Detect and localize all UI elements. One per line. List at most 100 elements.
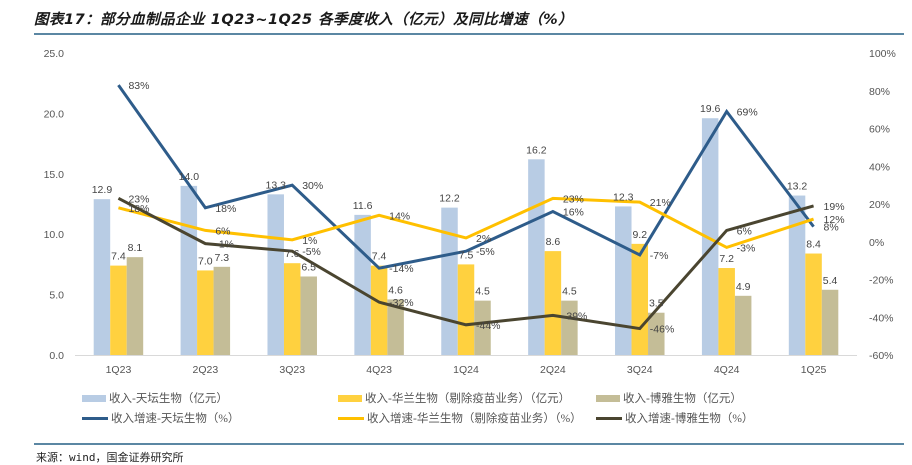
left-axis-tick-label: 15.0	[44, 169, 65, 181]
left-axis-tick-label: 0.0	[49, 350, 64, 362]
bar-tiantan-revenue	[788, 195, 806, 355]
lines-layer	[117, 84, 815, 331]
legend-row-lines: 收入增速-天坛生物（%） 收入增速-华兰生物（剔除疫苗业务）（%） 收入增速-博…	[82, 408, 882, 428]
line-tiantan-growth-label: 30%	[302, 180, 323, 192]
source-note: 来源：wind，国金证券研究所	[36, 451, 184, 464]
bar-boya-revenue	[648, 312, 665, 355]
bar-tiantan-revenue	[354, 214, 371, 355]
bar-hualan-revenue-label: 9.2	[632, 229, 647, 241]
line-tiantan-growth-label: 16%	[563, 207, 584, 219]
line-tiantan-growth-label: 18%	[215, 203, 236, 215]
line-tiantan-growth-label: -14%	[389, 263, 414, 275]
line-hualan-growth-label: 2%	[476, 233, 491, 245]
bar-hualan-revenue	[110, 265, 127, 355]
legend-item-tiantan-revenue: 收入-天坛生物（亿元）	[82, 390, 338, 406]
line-tiantan-growth-label: 83%	[128, 80, 149, 92]
x-axis-tick-label: 1Q24	[453, 364, 479, 376]
line-hualan-growth-label: 23%	[563, 193, 584, 205]
bar-boya-revenue	[474, 300, 491, 355]
left-axis-tick-label: 10.0	[44, 229, 65, 241]
axes-layer: 0.0 5.0 10.0 15.0 20.0 25.0 -60% -40% -20% 0% 20% 4…	[44, 48, 896, 376]
right-axis-tick-label: 80%	[869, 86, 890, 98]
left-axis-tick-label: 20.0	[44, 108, 65, 120]
legend-swatch-boya-growth	[596, 416, 622, 420]
bar-tiantan-revenue	[701, 118, 719, 356]
legend-label: 收入-华兰生物（剔除疫苗业务）（亿元）	[365, 393, 571, 405]
bar-tiantan-revenue	[615, 206, 632, 355]
legend-item-tiantan-growth: 收入增速-天坛生物（%）	[82, 410, 338, 426]
bar-tiantan-revenue-label: 12.3	[613, 191, 634, 203]
chart-legend: 收入-天坛生物（亿元） 收入-华兰生物（剔除疫苗业务）（亿元） 收入-博雅生物（…	[82, 388, 882, 428]
legend-swatch-hualan-growth	[338, 416, 364, 420]
line-hualan-growth-label: 14%	[389, 210, 410, 222]
right-axis-tick-label: 0%	[869, 237, 884, 249]
combo-chart: 0.0 5.0 10.0 15.0 20.0 25.0 -60% -40% -20% 0% 20% 4…	[44, 48, 896, 376]
line-tiantan-growth-label: 8%	[824, 222, 839, 234]
bar-tiantan-revenue-label: 13.3	[266, 179, 287, 191]
right-axis-tick-label: -40%	[869, 312, 894, 324]
bar-boya-revenue	[126, 257, 144, 355]
line-hualan-growth-label: 6%	[215, 225, 230, 237]
x-axis-tick-label: 2Q24	[540, 364, 566, 376]
bar-boya-revenue-label: 3.5	[649, 298, 664, 310]
right-axis-tick-label: -20%	[869, 275, 894, 287]
line-boya-growth-label: 23%	[128, 193, 149, 205]
legend-item-hualan-growth: 收入增速-华兰生物（剔除疫苗业务）（%）	[338, 410, 596, 426]
bar-boya-revenue	[300, 276, 317, 355]
bar-hualan-revenue	[197, 270, 214, 355]
bar-tiantan-revenue-label: 19.6	[700, 103, 721, 115]
bar-hualan-revenue-label: 7.2	[719, 253, 734, 265]
bar-hualan-revenue-label: 7.4	[111, 251, 126, 263]
bar-boya-revenue	[561, 300, 578, 355]
bar-tiantan-revenue-label: 14.0	[179, 171, 200, 183]
legend-item-hualan-revenue: 收入-华兰生物（剔除疫苗业务）（亿元）	[338, 390, 596, 406]
line-hualan-growth-label: -3%	[737, 242, 756, 254]
bar-hualan-revenue	[631, 243, 649, 355]
bar-boya-revenue-label: 5.4	[823, 275, 838, 287]
bar-tiantan-revenue	[267, 194, 284, 355]
legend-label: 收入增速-博雅生物（%）	[625, 413, 754, 425]
right-axis-tick-label: 20%	[869, 199, 890, 211]
legend-row-bars: 收入-天坛生物（亿元） 收入-华兰生物（剔除疫苗业务）（亿元） 收入-博雅生物（…	[82, 388, 882, 408]
bar-hualan-revenue-label: 7.6	[285, 248, 300, 260]
bar-hualan-revenue	[283, 263, 301, 355]
bar-hualan-revenue-label: 8.6	[546, 236, 561, 248]
legend-label: 收入增速-华兰生物（剔除疫苗业务）（%）	[367, 413, 582, 425]
bar-hualan-revenue	[457, 264, 475, 355]
legend-label: 收入增速-天坛生物（%）	[111, 413, 240, 425]
bar-tiantan-revenue	[528, 159, 545, 355]
footer-divider	[34, 443, 904, 445]
line-boya-growth-label: -5%	[302, 246, 321, 258]
line-boya-growth-label: -46%	[650, 324, 675, 336]
bar-boya-revenue-label: 6.5	[301, 261, 316, 273]
bar-tiantan-revenue	[93, 199, 111, 355]
bar-boya-revenue-label: 4.6	[388, 284, 403, 296]
bar-hualan-revenue-label: 7.4	[372, 251, 387, 263]
bar-tiantan-revenue	[441, 207, 458, 355]
labels-layer: 12.9 14.0 13.3 11.6 12.2 16.2 12.3 19.6 13.2 7.4 7…	[92, 80, 845, 335]
title-divider	[34, 33, 904, 35]
line-hualan-growth-label: 1%	[302, 235, 317, 247]
x-axis-tick-label: 3Q24	[627, 364, 653, 376]
line-tiantan-growth-label: -5%	[476, 246, 495, 258]
bar-tiantan-revenue-label: 12.9	[92, 184, 113, 196]
bar-boya-revenue	[387, 299, 404, 355]
line-boya-growth-label: -44%	[476, 320, 501, 332]
line-boya-growth-label: -32%	[389, 297, 414, 309]
bar-hualan-revenue-label: 8.4	[806, 239, 821, 251]
bar-hualan-revenue-label: 7.0	[198, 255, 213, 267]
chart-title: 图表17：部分血制品企业 1Q23~1Q25 各季度收入（亿元）及同比增速（%）	[34, 12, 574, 28]
bar-tiantan-revenue-label: 12.2	[439, 193, 460, 205]
bar-tiantan-revenue-label: 16.2	[526, 144, 547, 156]
legend-label: 收入-天坛生物（亿元）	[109, 393, 228, 405]
bar-boya-revenue	[821, 289, 839, 355]
bar-boya-revenue-label: 4.9	[736, 281, 751, 293]
bar-tiantan-revenue	[180, 185, 198, 355]
line-boya-growth-label: -39%	[563, 310, 588, 322]
line-hualan-growth-label: 12%	[824, 214, 845, 226]
legend-label: 收入-博雅生物（亿元）	[623, 393, 742, 405]
x-axis-tick-label: 4Q23	[366, 364, 392, 376]
line-hualan-growth-label: 21%	[650, 197, 671, 209]
bar-tiantan-revenue-label: 13.2	[787, 181, 808, 193]
x-axis-tick-label: 2Q23	[192, 364, 218, 376]
